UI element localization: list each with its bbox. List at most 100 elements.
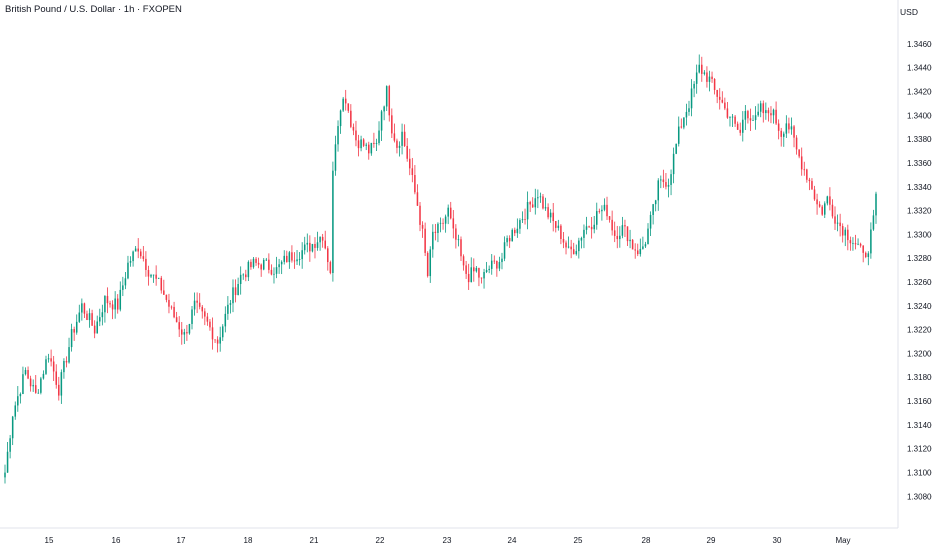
- candle-body: [45, 359, 47, 374]
- candle-body: [557, 225, 560, 228]
- candle: [163, 279, 165, 295]
- candle: [752, 115, 754, 121]
- candle: [81, 298, 83, 321]
- candle: [385, 85, 388, 111]
- candle-body: [419, 205, 421, 225]
- candle: [834, 206, 836, 230]
- candle-body: [831, 204, 834, 217]
- currency-label[interactable]: USD: [900, 7, 918, 17]
- candle-body: [583, 229, 585, 238]
- candle: [808, 177, 811, 191]
- candle: [660, 175, 662, 189]
- candle: [342, 96, 344, 112]
- candle: [206, 312, 209, 326]
- candle: [606, 196, 608, 220]
- candle-body: [465, 265, 467, 274]
- candle-body: [677, 126, 680, 144]
- candle: [772, 108, 775, 124]
- candle-body: [826, 196, 829, 204]
- candle-body: [55, 371, 58, 385]
- candle-body: [524, 219, 526, 220]
- candle: [534, 188, 537, 215]
- candle: [798, 149, 800, 159]
- candle: [160, 275, 163, 294]
- candle: [403, 124, 406, 148]
- candle: [296, 250, 298, 266]
- candle-body: [165, 294, 168, 300]
- candle-body: [593, 224, 595, 230]
- candle: [818, 201, 821, 208]
- candle: [421, 221, 424, 238]
- candle: [665, 173, 667, 190]
- candle-body: [106, 295, 109, 304]
- candle-body: [590, 226, 593, 230]
- candle: [268, 253, 270, 274]
- candle-body: [767, 110, 770, 114]
- candle-body: [109, 303, 111, 305]
- candle: [683, 117, 685, 130]
- candle: [680, 118, 683, 129]
- candle-body: [206, 316, 209, 322]
- candle: [498, 256, 501, 272]
- candle: [68, 337, 70, 364]
- candle-body: [193, 300, 196, 310]
- candle-body: [688, 108, 690, 112]
- candle: [173, 301, 175, 319]
- candle-body: [652, 204, 654, 215]
- candle-body: [58, 384, 60, 396]
- candle: [716, 89, 718, 104]
- price-tick-label: 1.32800: [907, 254, 932, 263]
- candle: [575, 244, 578, 256]
- price-tick-label: 1.34400: [907, 64, 932, 73]
- candle: [306, 233, 309, 253]
- candle: [503, 236, 506, 262]
- candle-body: [129, 261, 132, 263]
- candle: [570, 239, 572, 259]
- candle: [557, 219, 560, 231]
- candle-body: [847, 229, 849, 241]
- candle: [531, 197, 534, 208]
- candle: [816, 193, 818, 215]
- candle: [547, 203, 549, 220]
- candle-body: [421, 224, 424, 229]
- candle: [783, 131, 785, 147]
- candle: [821, 204, 823, 216]
- chart-title: British Pound / U.S. Dollar · 1h · FXOPE…: [5, 4, 182, 15]
- candle: [401, 123, 403, 155]
- candle: [429, 246, 432, 283]
- candle: [319, 236, 321, 251]
- candle: [303, 236, 306, 255]
- candle-body: [565, 242, 567, 248]
- candle: [65, 356, 68, 368]
- candle-body: [332, 170, 334, 274]
- candle-body: [337, 126, 339, 145]
- candle-body: [542, 196, 544, 209]
- candle: [729, 116, 731, 127]
- price-tick-label: 1.32000: [907, 349, 932, 358]
- candle-body: [175, 317, 178, 323]
- candle-body: [198, 302, 201, 307]
- candle: [775, 101, 777, 125]
- candle: [19, 392, 22, 404]
- candle: [291, 245, 293, 263]
- candle: [165, 294, 168, 303]
- price-tick-label: 1.31800: [907, 373, 932, 382]
- candle: [718, 88, 721, 110]
- candle-body: [327, 248, 329, 263]
- candle-body: [408, 158, 411, 169]
- candle: [32, 379, 34, 392]
- time-tick-label: May: [835, 536, 850, 545]
- candle: [309, 235, 311, 262]
- candle: [734, 115, 736, 127]
- candle: [327, 246, 329, 271]
- candle: [257, 257, 260, 269]
- candle-body: [806, 169, 808, 180]
- candle: [368, 141, 370, 160]
- candle: [649, 211, 652, 237]
- candle-body: [841, 226, 844, 236]
- candle: [175, 311, 178, 323]
- candle-body: [401, 131, 403, 146]
- candle: [483, 268, 485, 289]
- candle-body: [298, 259, 301, 260]
